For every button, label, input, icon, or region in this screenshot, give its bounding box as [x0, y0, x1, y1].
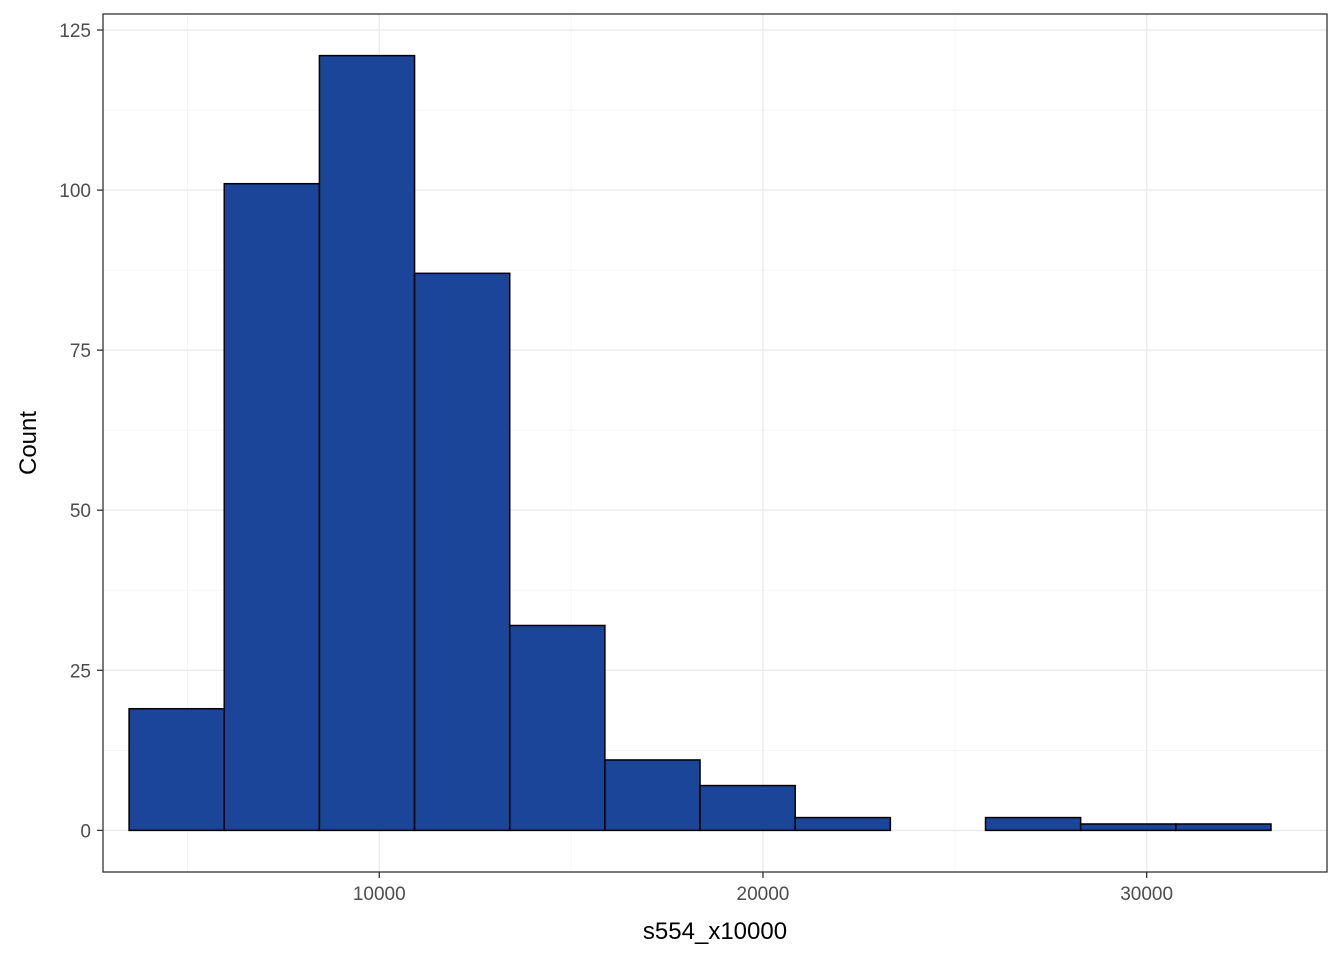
- histogram-bar: [508, 624, 606, 832]
- histogram-bar: [984, 816, 1082, 832]
- y-tick-label: 125: [59, 21, 91, 42]
- histogram-bar: [413, 272, 511, 832]
- histogram-bars: [128, 54, 1272, 832]
- plot-panel-border: [102, 13, 1328, 873]
- y-tick-label: 0: [80, 821, 91, 842]
- y-tick-label: 25: [70, 661, 91, 682]
- y-tick-label: 100: [59, 181, 91, 202]
- y-axis-title: Count: [15, 411, 42, 475]
- histogram-bar: [794, 816, 892, 832]
- x-tick-label: 20000: [737, 884, 790, 905]
- histogram-bar: [318, 54, 416, 832]
- histogram-bar: [128, 707, 225, 832]
- axis-ticks: 10000 20000 30000 0 25 50 75 100 125: [59, 21, 1173, 905]
- x-tick-label: 10000: [353, 884, 406, 905]
- y-tick-label: 75: [70, 341, 91, 362]
- histogram-bar: [604, 759, 701, 832]
- x-axis-title: s554_x10000: [643, 918, 787, 945]
- histogram-bar: [223, 182, 321, 832]
- histogram-bar: [1079, 823, 1177, 832]
- x-tick-label: 30000: [1120, 884, 1173, 905]
- histogram-bar: [699, 784, 796, 832]
- y-tick-label: 50: [70, 501, 91, 522]
- histogram-bar: [1175, 823, 1272, 832]
